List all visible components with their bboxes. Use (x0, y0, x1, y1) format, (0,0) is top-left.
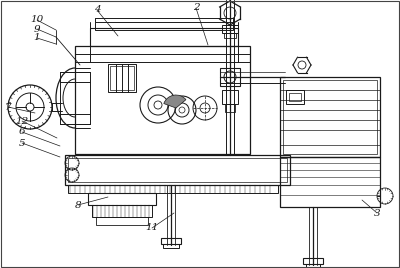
Text: 7: 7 (5, 102, 11, 111)
Bar (280, 157, 380, 207)
Text: 12: 12 (15, 117, 29, 125)
Bar (110, 66, 134, 90)
Bar (283, 80, 377, 154)
Bar (222, 90, 238, 104)
Bar (303, 258, 323, 264)
Bar (225, 104, 235, 112)
Bar (68, 158, 287, 182)
Bar (108, 64, 136, 92)
Bar (96, 217, 148, 225)
Text: 5: 5 (19, 139, 25, 147)
Bar (306, 264, 320, 268)
Bar (68, 185, 278, 193)
Text: 10: 10 (30, 16, 44, 24)
Bar (220, 68, 240, 86)
Bar (163, 244, 179, 248)
Bar (222, 25, 238, 33)
Bar (75, 46, 250, 154)
Text: 9: 9 (34, 24, 40, 34)
Bar (90, 28, 238, 46)
Text: 4: 4 (94, 6, 100, 14)
Bar (280, 77, 380, 157)
Bar (289, 93, 301, 101)
Bar (161, 238, 181, 244)
Text: 6: 6 (19, 128, 25, 136)
Bar (92, 205, 152, 217)
Text: 1: 1 (34, 34, 40, 43)
Text: 3: 3 (374, 209, 380, 218)
Bar (224, 33, 236, 38)
Wedge shape (164, 95, 186, 108)
Text: 8: 8 (75, 200, 81, 210)
Bar (88, 193, 156, 205)
Bar (60, 72, 90, 124)
Bar (95, 22, 233, 30)
Text: 2: 2 (193, 3, 199, 13)
Bar (286, 90, 304, 104)
Text: 11: 11 (145, 224, 159, 233)
Bar (65, 155, 290, 185)
